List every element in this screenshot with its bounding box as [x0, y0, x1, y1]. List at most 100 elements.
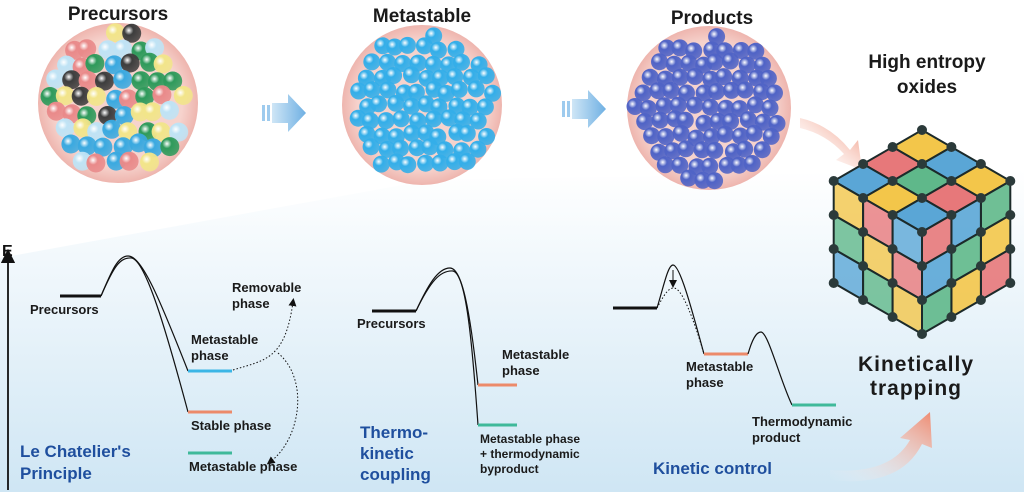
atom-node	[1005, 210, 1016, 220]
label-metastable-phase: Metastable	[191, 332, 258, 347]
atom-node	[917, 329, 927, 339]
label-byproduct: + thermodynamic	[480, 447, 580, 461]
sphere	[421, 138, 439, 156]
sphere	[651, 111, 669, 129]
sphere	[102, 119, 122, 139]
sphere	[436, 141, 454, 159]
sphere	[768, 115, 786, 132]
sphere	[122, 23, 142, 43]
label-thermodynamic-product: Thermodynamic	[752, 414, 852, 429]
sphere	[431, 154, 449, 172]
label-metastable-phase: Metastable	[686, 359, 753, 374]
sphere	[738, 56, 756, 74]
block-arrow-icon	[562, 90, 606, 128]
sphere	[145, 38, 165, 58]
sphere	[363, 81, 381, 99]
sphere	[173, 86, 193, 105]
sphere	[160, 100, 179, 120]
sphere	[721, 52, 739, 70]
atom-node	[917, 159, 927, 169]
sphere	[678, 84, 695, 102]
sphere	[131, 71, 151, 91]
sphere	[686, 68, 704, 85]
sphere	[665, 55, 683, 73]
sphere	[458, 152, 476, 170]
sphere	[151, 122, 171, 142]
atom-node	[858, 159, 869, 169]
sphere	[736, 81, 754, 99]
atom-node	[828, 278, 839, 288]
sphere	[46, 101, 66, 121]
sphere	[440, 109, 458, 127]
sphere	[680, 54, 698, 72]
sphere	[140, 152, 159, 172]
panel-title: Thermo-	[360, 423, 428, 442]
atom-node	[975, 227, 986, 237]
sphere	[152, 85, 172, 105]
sphere	[362, 138, 380, 156]
atom-node	[917, 227, 927, 237]
sphere	[62, 104, 82, 124]
product-spheres	[626, 28, 786, 190]
background-panel	[0, 170, 1024, 492]
panel-title: Principle	[20, 464, 92, 483]
sphere	[716, 125, 734, 143]
sphere	[643, 127, 661, 145]
sphere	[715, 68, 733, 86]
sphere	[662, 81, 680, 99]
curved-arrow-icon	[800, 118, 862, 170]
sphere	[77, 39, 97, 59]
title-precursors: Precursors	[68, 4, 168, 25]
sphere	[386, 38, 404, 56]
sphere	[680, 169, 698, 187]
sphere	[447, 40, 465, 58]
sphere	[706, 172, 724, 190]
sphere	[706, 141, 724, 159]
atom-node	[887, 278, 898, 288]
sphere	[169, 122, 189, 142]
label-removable-phase: phase	[232, 296, 270, 311]
sphere	[703, 128, 721, 146]
sphere	[693, 141, 711, 159]
sphere	[701, 157, 719, 175]
atom-node	[858, 193, 869, 203]
label-metastable-phase-bottom: Metastable phase	[189, 459, 297, 474]
sphere	[476, 98, 494, 116]
atom-node	[946, 244, 957, 254]
sphere	[467, 80, 485, 98]
atom-node	[1005, 244, 1016, 254]
sphere	[746, 96, 764, 114]
sphere	[57, 55, 77, 75]
sphere	[461, 98, 479, 116]
sphere	[87, 122, 107, 142]
title-products: Products	[671, 8, 753, 29]
sphere	[753, 56, 771, 74]
sphere	[731, 127, 749, 145]
sphere	[104, 55, 124, 75]
sphere	[743, 155, 761, 172]
atom-node	[975, 193, 986, 203]
sphere	[709, 112, 727, 130]
sphere	[708, 83, 725, 100]
sphere	[403, 97, 421, 115]
sphere	[695, 114, 713, 132]
sphere	[672, 124, 690, 142]
sphere	[77, 136, 97, 156]
sphere	[649, 82, 667, 100]
sphere	[114, 106, 134, 126]
sphere	[736, 140, 754, 158]
atom-node	[828, 176, 839, 186]
label-metastable-phase: Metastable	[502, 347, 569, 362]
sphere	[655, 97, 673, 115]
sphere	[153, 54, 173, 74]
kinetic-control-panel: Metastable phase Thermodynamic product K…	[613, 264, 852, 478]
sphere	[708, 28, 726, 46]
sphere	[377, 112, 395, 130]
sphere	[446, 153, 464, 171]
sphere	[458, 124, 476, 142]
sphere	[626, 98, 644, 115]
sphere	[722, 112, 740, 130]
sphere	[450, 80, 468, 98]
